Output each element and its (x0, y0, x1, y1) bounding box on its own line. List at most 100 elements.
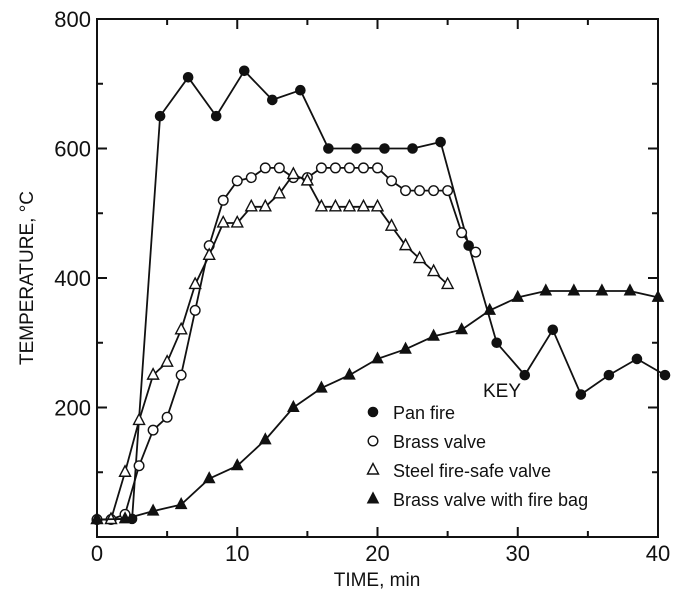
data-point (230, 458, 244, 471)
data-point (342, 198, 357, 212)
data-point (267, 94, 278, 106)
data-point (273, 162, 285, 174)
legend-item: Steel fire-safe valve (366, 461, 551, 481)
data-point (491, 337, 503, 349)
data-point (238, 65, 250, 77)
data-point (372, 162, 384, 174)
data-point (328, 198, 343, 212)
data-point (357, 162, 369, 174)
data-point (90, 511, 104, 525)
data-point (182, 71, 194, 83)
x-tick-label: 0 (91, 541, 103, 566)
data-point (426, 263, 441, 277)
data-point (146, 367, 160, 380)
data-point (343, 162, 355, 174)
legend-label: Brass valve with fire bag (393, 490, 588, 510)
legend-label: Steel fire-safe valve (393, 461, 551, 481)
data-point (399, 341, 412, 354)
data-point (455, 322, 468, 335)
y-tick-label: 400 (54, 266, 91, 291)
data-point (287, 399, 300, 412)
data-point (386, 175, 398, 187)
data-point (314, 198, 329, 212)
data-point (539, 283, 553, 296)
legend-item: Brass valve with fire bag (366, 490, 588, 510)
data-point (351, 143, 362, 154)
data-point (428, 185, 440, 197)
data-point (154, 110, 166, 122)
data-point (575, 389, 587, 400)
data-point (519, 369, 531, 381)
data-point (217, 194, 229, 206)
data-point (286, 166, 301, 180)
data-point (414, 185, 426, 197)
x-tick-label: 20 (365, 541, 389, 566)
data-point (329, 162, 341, 174)
data-point (366, 491, 380, 504)
tick-labels: 0 10 20 30 40 200 400 600 800 (54, 7, 670, 566)
data-point (427, 328, 440, 341)
series-pan-fire (91, 65, 671, 525)
data-point (245, 172, 257, 184)
data-point (595, 283, 609, 296)
data-point (356, 198, 371, 212)
legend-label: Brass valve (393, 432, 486, 452)
data-point (175, 369, 187, 381)
data-point (323, 143, 334, 154)
data-point (442, 185, 454, 197)
data-point (367, 406, 379, 418)
series-steel-fire-safe-valve (90, 166, 455, 525)
x-axis-label: TIME, min (334, 570, 421, 591)
data-point (188, 276, 202, 290)
legend: KEY Pan fire Brass valve Steel fire-safe va… (366, 381, 588, 510)
y-axis-label: TEMPERATURE, °C (17, 191, 38, 365)
data-point (631, 353, 643, 365)
data-point (315, 162, 327, 174)
series-line (97, 167, 477, 521)
data-point (343, 367, 356, 380)
data-point (400, 185, 412, 197)
data-point (407, 143, 418, 154)
data-point (210, 110, 222, 122)
series-brass-valve (91, 162, 482, 526)
data-point (295, 84, 306, 96)
data-point (161, 411, 173, 423)
data-point (470, 246, 482, 258)
data-point (651, 289, 665, 302)
data-point (244, 198, 258, 212)
data-point (315, 380, 328, 393)
data-point (379, 143, 390, 154)
data-point (216, 214, 230, 228)
data-point (258, 432, 272, 445)
data-point (133, 460, 145, 472)
plot-frame (96, 18, 659, 538)
data-point (189, 304, 201, 316)
data-point (511, 289, 525, 302)
x-tick-label: 30 (506, 541, 530, 566)
series-brass-valve-with-fire-bag (90, 283, 665, 525)
data-point (623, 283, 637, 296)
data-point (258, 198, 272, 212)
data-point (435, 136, 446, 148)
data-point (367, 435, 379, 447)
legend-title: KEY (483, 381, 521, 402)
data-point (483, 302, 497, 315)
data-point (230, 214, 244, 228)
data-point (147, 424, 159, 436)
data-point (174, 321, 188, 335)
data-point (202, 471, 216, 484)
data-point (567, 283, 581, 296)
data-point (146, 503, 160, 516)
y-tick-label: 800 (54, 7, 91, 32)
data-point (370, 198, 385, 212)
data-point (300, 172, 315, 186)
data-point (659, 369, 671, 381)
series-layer (90, 65, 671, 526)
data-point (366, 461, 380, 475)
data-point (440, 276, 455, 290)
y-tick-label: 200 (54, 396, 91, 421)
data-point (547, 324, 559, 336)
data-point (160, 354, 174, 367)
data-point (118, 511, 132, 524)
